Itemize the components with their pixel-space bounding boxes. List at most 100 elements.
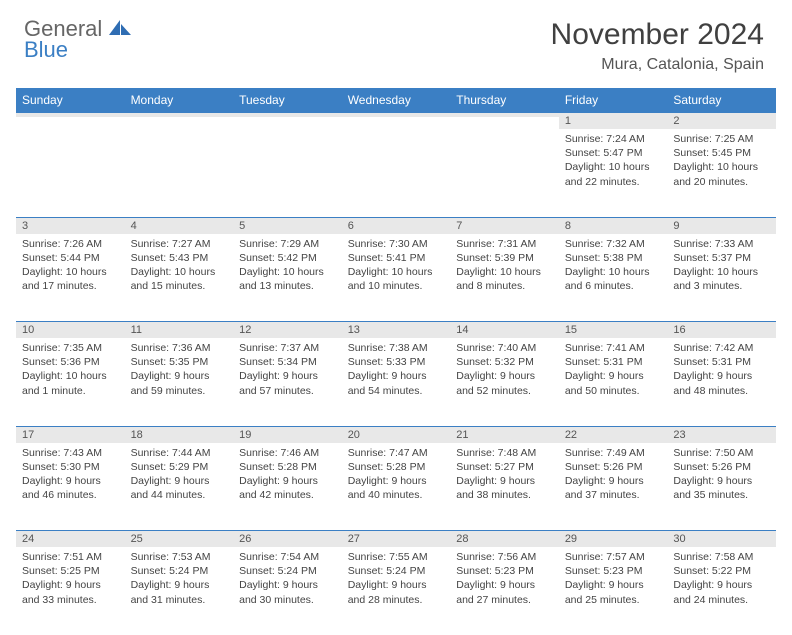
daynum-cell: 24	[16, 531, 125, 548]
day-line: Sunrise: 7:46 AM	[239, 446, 336, 460]
day-details: Sunrise: 7:48 AMSunset: 5:27 PMDaylight:…	[450, 443, 559, 507]
day-line: Sunrise: 7:42 AM	[673, 341, 770, 355]
day-line: Sunrise: 7:32 AM	[565, 237, 662, 251]
day-line: Daylight: 9 hours	[239, 369, 336, 383]
day-line: Sunrise: 7:47 AM	[348, 446, 445, 460]
day-number	[16, 113, 125, 117]
day-cell: Sunrise: 7:54 AMSunset: 5:24 PMDaylight:…	[233, 547, 342, 635]
location: Mura, Catalonia, Spain	[551, 56, 764, 74]
day-line: Sunset: 5:28 PM	[239, 460, 336, 474]
day-line: and 6 minutes.	[565, 279, 662, 293]
daynum-cell: 10	[16, 322, 125, 339]
day-line: Daylight: 9 hours	[239, 578, 336, 592]
week-row: Sunrise: 7:24 AMSunset: 5:47 PMDaylight:…	[16, 129, 776, 217]
day-number	[342, 113, 451, 117]
day-line: Sunset: 5:36 PM	[22, 355, 119, 369]
day-details: Sunrise: 7:29 AMSunset: 5:42 PMDaylight:…	[233, 234, 342, 298]
week-row: Sunrise: 7:51 AMSunset: 5:25 PMDaylight:…	[16, 547, 776, 635]
day-line: and 57 minutes.	[239, 384, 336, 398]
daynum-cell	[16, 113, 125, 130]
day-line: Daylight: 10 hours	[22, 369, 119, 383]
day-line: Sunset: 5:31 PM	[673, 355, 770, 369]
day-details: Sunrise: 7:33 AMSunset: 5:37 PMDaylight:…	[667, 234, 776, 298]
day-line: and 46 minutes.	[22, 488, 119, 502]
day-cell: Sunrise: 7:58 AMSunset: 5:22 PMDaylight:…	[667, 547, 776, 635]
day-line: Daylight: 10 hours	[456, 265, 553, 279]
day-details: Sunrise: 7:47 AMSunset: 5:28 PMDaylight:…	[342, 443, 451, 507]
day-number: 4	[125, 218, 234, 234]
day-line: Sunrise: 7:27 AM	[131, 237, 228, 251]
day-line: and 42 minutes.	[239, 488, 336, 502]
day-line: Daylight: 9 hours	[22, 474, 119, 488]
day-line: and 33 minutes.	[22, 593, 119, 607]
day-details: Sunrise: 7:53 AMSunset: 5:24 PMDaylight:…	[125, 547, 234, 611]
day-line: Sunset: 5:39 PM	[456, 251, 553, 265]
day-number: 9	[667, 218, 776, 234]
day-details: Sunrise: 7:37 AMSunset: 5:34 PMDaylight:…	[233, 338, 342, 402]
day-details: Sunrise: 7:30 AMSunset: 5:41 PMDaylight:…	[342, 234, 451, 298]
weekday-header: Monday	[125, 88, 234, 113]
day-details: Sunrise: 7:36 AMSunset: 5:35 PMDaylight:…	[125, 338, 234, 402]
day-number: 11	[125, 322, 234, 338]
daynum-cell: 3	[16, 217, 125, 234]
day-line: Sunrise: 7:40 AM	[456, 341, 553, 355]
daynum-cell: 7	[450, 217, 559, 234]
day-details: Sunrise: 7:56 AMSunset: 5:23 PMDaylight:…	[450, 547, 559, 611]
sail-icon	[109, 20, 131, 41]
daynum-cell: 16	[667, 322, 776, 339]
day-line: and 52 minutes.	[456, 384, 553, 398]
daynum-cell: 22	[559, 426, 668, 443]
day-details: Sunrise: 7:44 AMSunset: 5:29 PMDaylight:…	[125, 443, 234, 507]
day-number: 27	[342, 531, 451, 547]
daynum-cell: 20	[342, 426, 451, 443]
day-number: 22	[559, 427, 668, 443]
day-line: Sunset: 5:32 PM	[456, 355, 553, 369]
day-line: Sunrise: 7:49 AM	[565, 446, 662, 460]
weekday-header: Sunday	[16, 88, 125, 113]
day-cell: Sunrise: 7:48 AMSunset: 5:27 PMDaylight:…	[450, 443, 559, 531]
day-line: Sunrise: 7:31 AM	[456, 237, 553, 251]
day-details: Sunrise: 7:26 AMSunset: 5:44 PMDaylight:…	[16, 234, 125, 298]
day-line: Sunset: 5:24 PM	[131, 564, 228, 578]
day-line: Sunrise: 7:50 AM	[673, 446, 770, 460]
daynum-cell: 1	[559, 113, 668, 130]
day-line: Sunset: 5:43 PM	[131, 251, 228, 265]
day-details	[16, 129, 125, 136]
daynum-row: 12	[16, 113, 776, 130]
daynum-cell: 5	[233, 217, 342, 234]
day-details: Sunrise: 7:38 AMSunset: 5:33 PMDaylight:…	[342, 338, 451, 402]
day-cell: Sunrise: 7:40 AMSunset: 5:32 PMDaylight:…	[450, 338, 559, 426]
day-details: Sunrise: 7:31 AMSunset: 5:39 PMDaylight:…	[450, 234, 559, 298]
day-cell	[342, 129, 451, 217]
day-line: and 1 minute.	[22, 384, 119, 398]
day-number: 25	[125, 531, 234, 547]
day-cell: Sunrise: 7:57 AMSunset: 5:23 PMDaylight:…	[559, 547, 668, 635]
brand-blue: Blue	[24, 39, 131, 61]
brand-logo: General Blue	[24, 18, 131, 61]
day-number: 26	[233, 531, 342, 547]
day-line: Sunrise: 7:29 AM	[239, 237, 336, 251]
daynum-cell: 8	[559, 217, 668, 234]
day-line: Daylight: 9 hours	[456, 474, 553, 488]
daynum-cell: 18	[125, 426, 234, 443]
day-details	[450, 129, 559, 136]
day-line: and 44 minutes.	[131, 488, 228, 502]
day-line: and 24 minutes.	[673, 593, 770, 607]
day-line: Daylight: 9 hours	[673, 369, 770, 383]
day-line: and 8 minutes.	[456, 279, 553, 293]
weekday-header-row: Sunday Monday Tuesday Wednesday Thursday…	[16, 88, 776, 113]
day-cell: Sunrise: 7:24 AMSunset: 5:47 PMDaylight:…	[559, 129, 668, 217]
day-line: Daylight: 10 hours	[348, 265, 445, 279]
day-line: Daylight: 9 hours	[565, 474, 662, 488]
day-line: Daylight: 9 hours	[131, 474, 228, 488]
day-number: 29	[559, 531, 668, 547]
day-details	[125, 129, 234, 136]
daynum-cell	[125, 113, 234, 130]
day-cell	[16, 129, 125, 217]
day-number: 1	[559, 113, 668, 129]
day-number: 2	[667, 113, 776, 129]
day-line: and 40 minutes.	[348, 488, 445, 502]
day-cell: Sunrise: 7:44 AMSunset: 5:29 PMDaylight:…	[125, 443, 234, 531]
week-row: Sunrise: 7:26 AMSunset: 5:44 PMDaylight:…	[16, 234, 776, 322]
day-details: Sunrise: 7:40 AMSunset: 5:32 PMDaylight:…	[450, 338, 559, 402]
